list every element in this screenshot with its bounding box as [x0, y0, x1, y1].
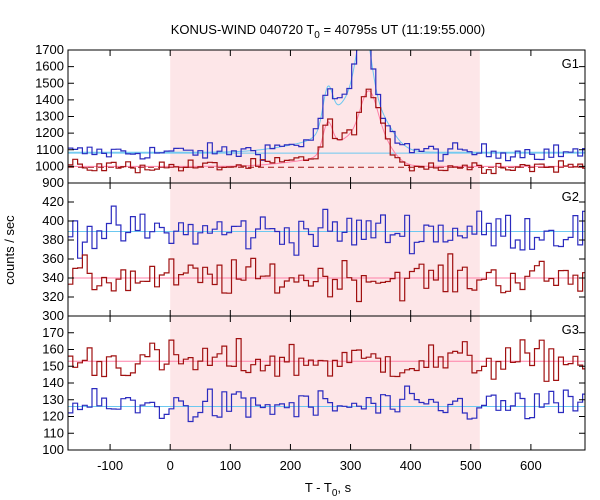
y-axis-title: counts / sec [2, 215, 17, 285]
y-tick-label: 340 [42, 270, 64, 285]
y-tick-label: 380 [42, 232, 64, 247]
x-tick-label: 600 [520, 458, 542, 473]
highlight-interval-g3 [170, 316, 480, 450]
y-tick-label: 150 [42, 358, 64, 373]
y-tick-label: 140 [42, 375, 64, 390]
series-g3-blue [68, 385, 585, 423]
y-tick-label: 160 [42, 342, 64, 357]
y-tick-label: 400 [42, 213, 64, 228]
highlight-interval-g1 [170, 50, 480, 183]
plot-area-g2 [68, 205, 585, 303]
y-tick-label: 1000 [35, 158, 64, 173]
y-tick-label: 1600 [35, 59, 64, 74]
y-tick-label: 900 [42, 175, 64, 190]
y-tick-label: 120 [42, 409, 64, 424]
x-tick-label: 500 [460, 458, 482, 473]
y-tick-label: 360 [42, 251, 64, 266]
x-tick-label: 200 [280, 458, 302, 473]
series-g3-red [68, 338, 585, 382]
y-tick-label: 320 [42, 289, 64, 304]
model-curve [68, 90, 585, 167]
series-g1-blue [68, 50, 585, 162]
y-tick-label: 1200 [35, 125, 64, 140]
series-g1-red [68, 88, 585, 175]
panel-label-g2: G2 [562, 189, 579, 204]
y-tick-label: 1100 [36, 142, 64, 157]
panel-label-g3: G3 [562, 322, 579, 337]
y-tick-label: 100 [42, 442, 64, 457]
y-tick-label: 110 [43, 425, 64, 440]
y-tick-label: 420 [42, 194, 64, 209]
panel-label-g1: G1 [562, 56, 579, 71]
series-g2-red [68, 253, 585, 303]
x-tick-label: -100 [97, 458, 123, 473]
highlight-interval-g2 [170, 183, 480, 316]
x-tick-label: 400 [400, 458, 422, 473]
series-g2-blue [68, 205, 585, 259]
plot-area-g3 [68, 338, 585, 423]
y-tick-label: 170 [42, 325, 64, 340]
y-tick-label: 1300 [35, 109, 64, 124]
panels-layer: 90010001100120013001400150016001700G1300… [35, 42, 586, 473]
x-tick-label: 300 [340, 458, 362, 473]
plot-area-g1 [68, 50, 585, 175]
x-axis-title: T - T0, s [305, 480, 352, 499]
chart-title: KONUS-WIND 040720 T0 = 40795s UT (11:19:… [171, 22, 485, 41]
y-tick-label: 300 [42, 308, 64, 323]
y-tick-label: 1700 [35, 42, 64, 57]
x-tick-label: 100 [219, 458, 241, 473]
x-tick-label: 0 [167, 458, 174, 473]
y-tick-label: 130 [42, 392, 64, 407]
y-tick-label: 1400 [35, 92, 64, 107]
y-tick-label: 1500 [35, 75, 64, 90]
